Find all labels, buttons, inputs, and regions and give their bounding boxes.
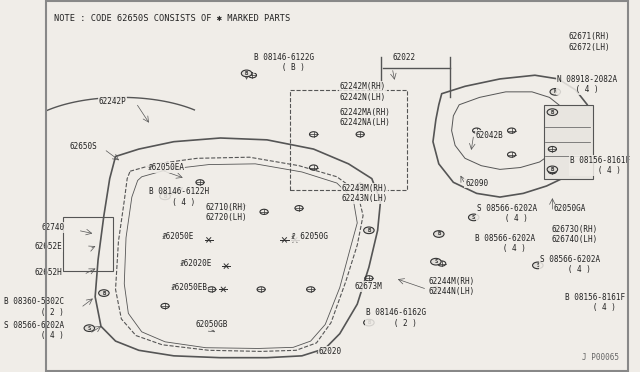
Text: 62673O(RH)
62674O(LH): 62673O(RH) 62674O(LH) (551, 225, 598, 244)
Text: 62050GA: 62050GA (554, 204, 586, 214)
Text: B: B (102, 291, 106, 296)
Text: 62244M(RH)
62244N(LH): 62244M(RH) 62244N(LH) (429, 277, 475, 296)
Circle shape (547, 109, 557, 115)
Text: J P00065: J P00065 (582, 353, 620, 362)
Text: B: B (551, 167, 554, 172)
Text: 62242M(RH)
62242N(LH): 62242M(RH) 62242N(LH) (340, 82, 386, 102)
Text: 62090: 62090 (465, 179, 488, 187)
Text: B: B (551, 110, 554, 115)
Text: 62650S: 62650S (69, 142, 97, 151)
Text: B 08146-6162G
      ( 2 ): B 08146-6162G ( 2 ) (366, 308, 426, 328)
Text: ☧62050EB: ☧62050EB (171, 283, 207, 292)
Text: 62652E: 62652E (34, 243, 62, 251)
Text: S 08566-6202A
      ( 4 ): S 08566-6202A ( 4 ) (477, 204, 537, 224)
Text: S: S (88, 326, 91, 331)
Circle shape (433, 231, 444, 237)
Circle shape (160, 193, 170, 200)
Text: NOTE : CODE 62650S CONSISTS OF ✱ MARKED PARTS: NOTE : CODE 62650S CONSISTS OF ✱ MARKED … (54, 14, 291, 23)
Text: S: S (536, 263, 540, 268)
Text: B: B (163, 194, 166, 199)
Text: 62710(RH)
62720(LH): 62710(RH) 62720(LH) (206, 203, 248, 222)
Text: ☧62050E: ☧62050E (162, 232, 194, 241)
Text: B: B (437, 231, 440, 237)
Text: B 08360-5302C
      ( 2 ): B 08360-5302C ( 2 ) (4, 297, 64, 317)
Text: B 08146-6122H
     ( 4 ): B 08146-6122H ( 4 ) (149, 187, 209, 207)
Text: 62050GB: 62050GB (196, 320, 228, 329)
Text: 62652H: 62652H (34, 268, 62, 277)
Text: B: B (245, 71, 248, 76)
Text: B 08156-8161F
      ( 4 ): B 08156-8161F ( 4 ) (570, 156, 630, 175)
Text: B: B (367, 228, 371, 233)
Circle shape (550, 89, 561, 95)
Circle shape (241, 70, 252, 77)
Text: S 08566-6202A
      ( 4 ): S 08566-6202A ( 4 ) (4, 321, 64, 340)
Text: S: S (435, 259, 438, 264)
Text: N 08918-2082A
    ( 4 ): N 08918-2082A ( 4 ) (557, 75, 617, 94)
Circle shape (468, 214, 479, 221)
Circle shape (431, 259, 441, 265)
Text: ☧62020E: ☧62020E (179, 259, 212, 268)
Text: B 08566-6202A
      ( 4 ): B 08566-6202A ( 4 ) (476, 234, 536, 253)
Text: 62671(RH)
62672(LH): 62671(RH) 62672(LH) (569, 32, 611, 52)
Circle shape (99, 290, 109, 296)
Text: 62243M(RH)
62243N(LH): 62243M(RH) 62243N(LH) (342, 184, 388, 203)
Text: 62022: 62022 (392, 53, 415, 62)
Text: 62740: 62740 (41, 223, 64, 232)
Text: 62673M: 62673M (355, 282, 382, 291)
Circle shape (547, 166, 557, 173)
Circle shape (84, 325, 95, 331)
Circle shape (532, 262, 543, 269)
Circle shape (364, 319, 374, 326)
Text: 62242MA(RH)
62242NA(LH): 62242MA(RH) 62242NA(LH) (340, 108, 390, 127)
Text: 62020: 62020 (318, 347, 341, 356)
Text: ☧62050EA: ☧62050EA (148, 163, 184, 172)
Text: B 08146-6122G
      ( B ): B 08146-6122G ( B ) (254, 52, 314, 72)
Text: B 08156-8161F
      ( 4 ): B 08156-8161F ( 4 ) (565, 293, 625, 312)
Text: 62242P: 62242P (99, 97, 126, 106)
Text: 62042B: 62042B (476, 131, 503, 140)
Circle shape (364, 227, 374, 234)
Text: N: N (554, 89, 557, 94)
Text: B: B (367, 320, 371, 325)
Text: S: S (472, 215, 476, 220)
Text: S 08566-6202A
      ( 4 ): S 08566-6202A ( 4 ) (540, 254, 600, 274)
Text: ☧ 62050G: ☧ 62050G (291, 232, 328, 241)
FancyBboxPatch shape (543, 105, 593, 179)
